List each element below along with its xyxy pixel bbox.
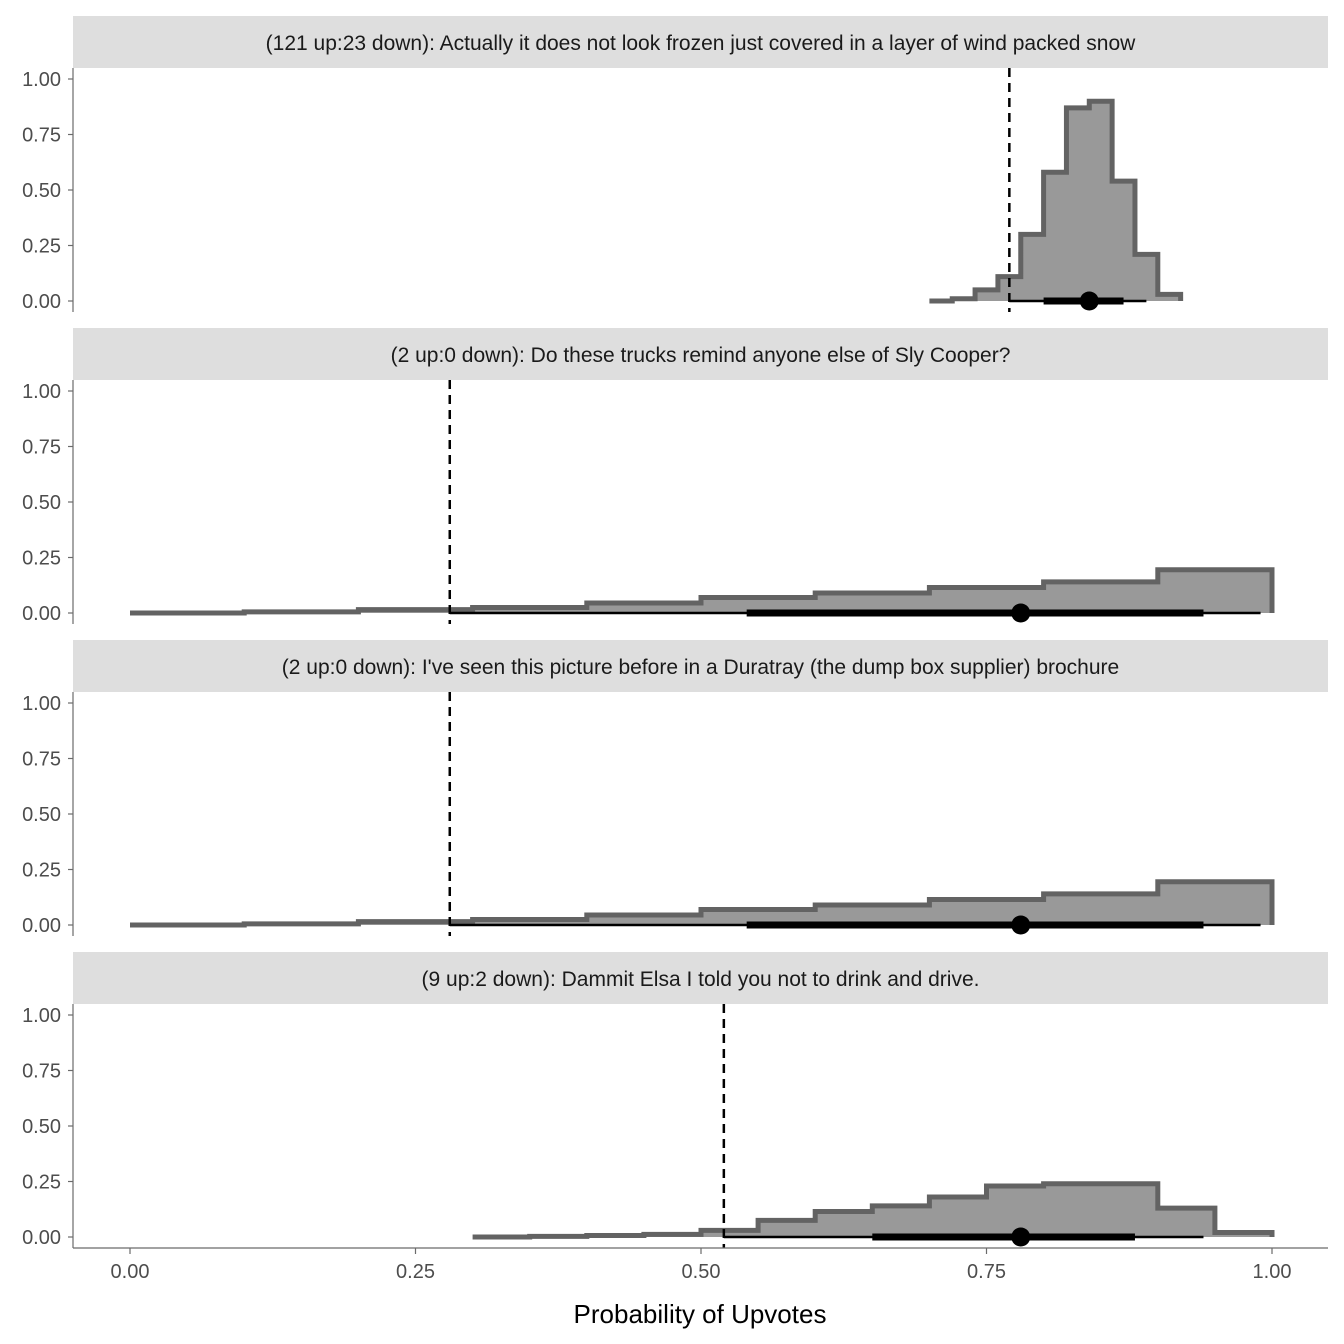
y-tick-label: 0.25 <box>22 1172 61 1194</box>
histogram-outline <box>929 98 1184 304</box>
histogram-fill <box>130 569 1272 613</box>
x-tick-label: 0.50 <box>682 1261 721 1283</box>
x-tick-label: 0.75 <box>967 1261 1006 1283</box>
y-tick-label: 0.00 <box>22 1227 61 1249</box>
panels-layer: (121 up:23 down): Actually it does not l… <box>22 16 1328 1249</box>
panel-strip <box>73 16 1328 68</box>
y-tick-label: 0.00 <box>22 915 61 937</box>
y-tick-label: 0.75 <box>22 125 61 147</box>
x-tick-label: 1.00 <box>1253 1261 1292 1283</box>
histogram-outline <box>472 1181 1275 1240</box>
y-tick-label: 0.75 <box>22 437 61 459</box>
y-tick-label: 0.25 <box>22 236 61 258</box>
point-estimate <box>1011 603 1031 623</box>
x-axis-title: Probability of Upvotes <box>574 1299 827 1329</box>
point-estimate <box>1011 915 1031 935</box>
x-axis: 0.00 0.25 0.50 0.75 1.00 <box>73 1247 1328 1283</box>
y-tick-label: 0.50 <box>22 492 61 514</box>
histogram-outline <box>130 879 1275 928</box>
y-tick-label: 0.00 <box>22 603 61 625</box>
y-tick-label: 0.75 <box>22 1061 61 1083</box>
y-tick-label: 1.00 <box>22 693 61 715</box>
panel-strip <box>73 328 1328 380</box>
panel-strip <box>73 640 1328 692</box>
panel-strip <box>73 952 1328 1004</box>
histogram-outline <box>130 567 1275 616</box>
panel-title: (121 up:23 down): Actually it does not l… <box>266 32 1136 55</box>
point-estimate <box>1011 1227 1031 1247</box>
y-tick-label: 1.00 <box>22 69 61 91</box>
y-tick-label: 0.25 <box>22 548 61 570</box>
panel-title: (2 up:0 down): I've seen this picture be… <box>282 656 1119 679</box>
y-tick-label: 1.00 <box>22 1005 61 1027</box>
panel-title: (9 up:2 down): Dammit Elsa I told you no… <box>422 968 980 991</box>
histogram-fill <box>130 881 1272 925</box>
panel-title: (2 up:0 down): Do these trucks remind an… <box>391 344 1011 367</box>
y-tick-label: 1.00 <box>22 381 61 403</box>
panel-3: (2 up:0 down): I've seen this picture be… <box>22 640 1328 937</box>
x-tick-label: 0.00 <box>111 1261 150 1283</box>
point-estimate <box>1079 291 1099 311</box>
y-tick-label: 0.75 <box>22 749 61 771</box>
histogram-fill <box>929 101 1181 301</box>
panel-2: (2 up:0 down): Do these trucks remind an… <box>22 328 1328 625</box>
y-tick-label: 0.50 <box>22 1116 61 1138</box>
y-tick-label: 0.50 <box>22 180 61 202</box>
panel-4: (9 up:2 down): Dammit Elsa I told you no… <box>22 952 1328 1249</box>
x-tick-label: 0.25 <box>396 1261 435 1283</box>
y-tick-label: 0.00 <box>22 291 61 313</box>
panel-1: (121 up:23 down): Actually it does not l… <box>22 16 1328 313</box>
y-tick-label: 0.25 <box>22 860 61 882</box>
y-tick-label: 0.50 <box>22 804 61 826</box>
